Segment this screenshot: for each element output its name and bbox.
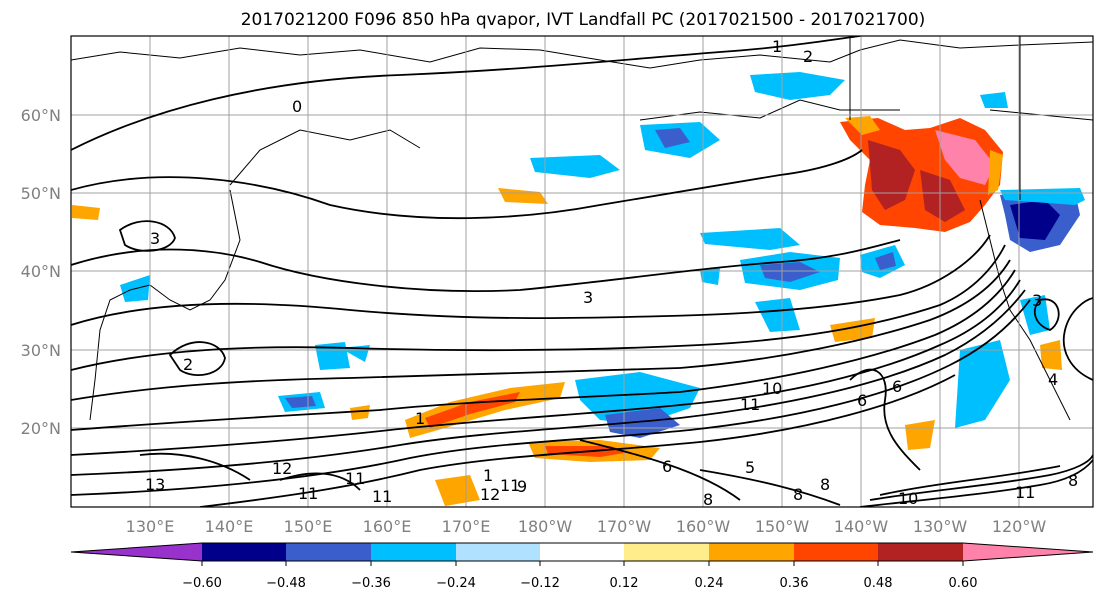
contour-label: 3 bbox=[583, 288, 593, 307]
lon-label: 180°W bbox=[518, 517, 573, 536]
colorbar-tick-label: 0.36 bbox=[780, 576, 809, 591]
latitude-labels: 60°N 50°N 40°N 30°N 20°N bbox=[21, 106, 61, 438]
lat-label-20n: 20°N bbox=[21, 419, 61, 438]
contour-label: 2 bbox=[803, 47, 813, 66]
colorbar: −0.60 −0.48 −0.36 −0.24 −0.12 0.12 0.24 … bbox=[70, 542, 1094, 591]
contour-label: 1 bbox=[772, 37, 782, 56]
contour-label: 11 bbox=[345, 469, 365, 488]
contour-label: 11 bbox=[298, 484, 318, 503]
lon-label: 150°E bbox=[284, 517, 333, 536]
contour-label: 6 bbox=[857, 391, 867, 410]
shaded-anomaly-field bbox=[72, 72, 1085, 506]
colorbar-tick-labels: −0.60 −0.48 −0.36 −0.24 −0.12 0.12 0.24 … bbox=[182, 576, 977, 591]
contour-label: 10 bbox=[898, 489, 918, 508]
colorbar-tick-label: −0.24 bbox=[436, 576, 476, 591]
colorbar-segment bbox=[456, 543, 540, 561]
lon-label: 170°E bbox=[442, 517, 491, 536]
contour-labels: 0 2 1 3 3 2 13 12 11 11 11 12 11 1 9 1 1… bbox=[145, 37, 1078, 509]
lon-label: 170°W bbox=[597, 517, 652, 536]
colorbar-segment bbox=[963, 543, 1093, 561]
contour-label: 11 bbox=[740, 395, 760, 414]
colorbar-tick-label: −0.12 bbox=[520, 576, 560, 591]
contour-label: 11 bbox=[372, 487, 392, 506]
lon-label: 120°W bbox=[992, 517, 1047, 536]
contour-label: 1 bbox=[483, 466, 493, 485]
colorbar-ticks bbox=[201, 561, 964, 566]
coastlines bbox=[71, 36, 1093, 421]
contour-label: 13 bbox=[145, 475, 165, 494]
colorbar-segment bbox=[624, 543, 709, 561]
ivt-contours bbox=[71, 36, 1093, 507]
figure-title: 2017021200 F096 850 hPa qvapor, IVT Land… bbox=[241, 10, 926, 30]
colorbar-segments bbox=[70, 542, 1094, 562]
lon-label: 140°W bbox=[834, 517, 889, 536]
contour-label: 5 bbox=[745, 458, 755, 477]
contour-label: 0 bbox=[292, 97, 302, 116]
colorbar-tick-label: 0.12 bbox=[610, 576, 639, 591]
contour-label: 11 bbox=[500, 476, 520, 495]
contour-label: 8 bbox=[1068, 471, 1078, 490]
colorbar-tick-label: 0.60 bbox=[949, 576, 978, 591]
map-panel: 0 2 1 3 3 2 13 12 11 11 11 12 11 1 9 1 1… bbox=[70, 35, 1094, 509]
contour-label: 12 bbox=[272, 459, 292, 478]
lat-label-30n: 30°N bbox=[21, 341, 61, 360]
contour-label: 6 bbox=[892, 377, 902, 396]
contour-label: 8 bbox=[820, 475, 830, 494]
lon-label: 150°W bbox=[755, 517, 810, 536]
colorbar-segment bbox=[540, 543, 624, 561]
contour-label: 2 bbox=[183, 355, 193, 374]
colorbar-segment bbox=[794, 543, 878, 561]
colorbar-segment bbox=[286, 543, 371, 561]
lon-label: 130°W bbox=[913, 517, 968, 536]
colorbar-segment bbox=[71, 543, 202, 561]
lon-label: 160°W bbox=[676, 517, 731, 536]
colorbar-segment bbox=[878, 543, 963, 561]
contour-label: 11 bbox=[1015, 483, 1035, 502]
contour-label: 3 bbox=[150, 229, 160, 248]
colorbar-tick-label: −0.48 bbox=[266, 576, 306, 591]
lon-label: 160°E bbox=[363, 517, 412, 536]
colorbar-segment bbox=[202, 543, 286, 561]
colorbar-tick-label: 0.48 bbox=[864, 576, 893, 591]
colorbar-tick-label: 0.24 bbox=[695, 576, 724, 591]
lat-label-40n: 40°N bbox=[21, 262, 61, 281]
lon-label: 140°E bbox=[205, 517, 254, 536]
contour-label: 6 bbox=[662, 457, 672, 476]
contour-label: 12 bbox=[480, 485, 500, 504]
contour-label: 8 bbox=[703, 490, 713, 509]
lat-label-60n: 60°N bbox=[21, 106, 61, 125]
contour-label: 3 bbox=[1032, 291, 1042, 310]
contour-label: 1 bbox=[415, 409, 425, 428]
contour-label: 10 bbox=[762, 379, 782, 398]
contour-label: 8 bbox=[793, 485, 803, 504]
contour-label: 9 bbox=[517, 477, 527, 496]
map-frame bbox=[70, 35, 1094, 508]
longitude-labels: 130°E 140°E 150°E 160°E 170°E 180°W 170°… bbox=[126, 517, 1047, 536]
colorbar-segment bbox=[371, 543, 456, 561]
colorbar-tick-label: −0.60 bbox=[182, 576, 222, 591]
colorbar-tick-label: −0.36 bbox=[351, 576, 391, 591]
lon-label: 130°E bbox=[126, 517, 175, 536]
lat-label-50n: 50°N bbox=[21, 184, 61, 203]
contour-label: 4 bbox=[1048, 370, 1058, 389]
gridlines bbox=[71, 36, 1093, 507]
colorbar-segment bbox=[709, 543, 794, 561]
